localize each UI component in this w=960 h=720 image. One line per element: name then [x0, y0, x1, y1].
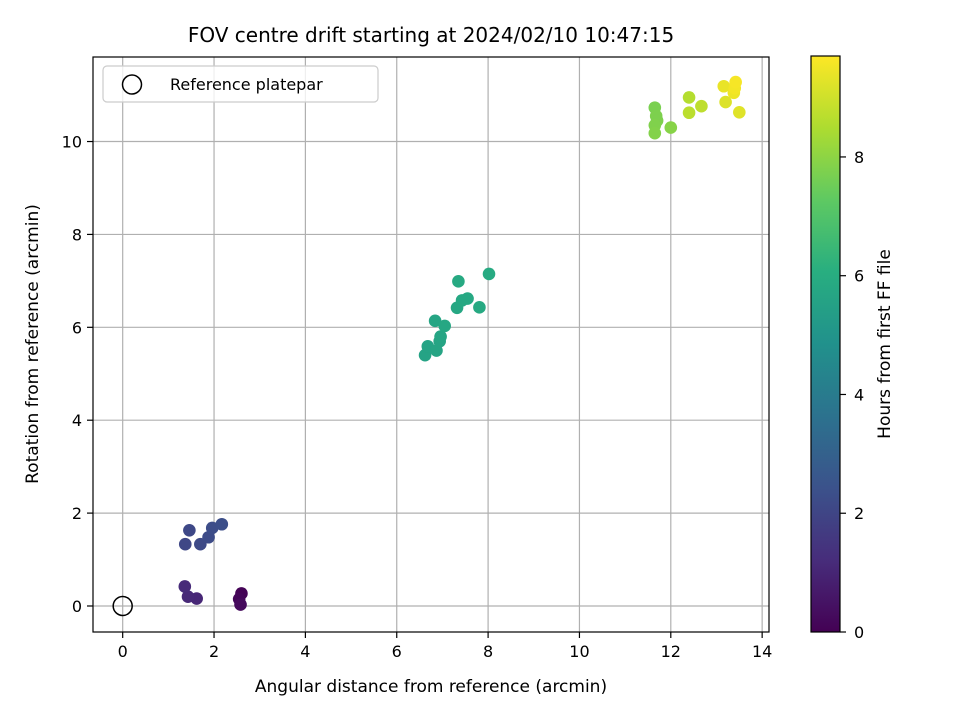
data-point	[215, 517, 229, 531]
data-point	[434, 330, 447, 343]
data-point	[178, 580, 192, 593]
chart-title: FOV centre drift starting at 2024/02/10 …	[188, 23, 674, 47]
colorbar-tick-label: 4	[854, 385, 864, 404]
x-tick-label: 14	[752, 642, 772, 661]
data-point	[178, 537, 192, 551]
data-point	[452, 275, 465, 288]
x-tick-label: 12	[661, 642, 681, 661]
data-point	[473, 301, 486, 314]
colorbar-ticks: 0 2 4 6 8	[840, 148, 864, 642]
x-tick-label: 6	[392, 642, 402, 661]
colorbar-gradient	[811, 56, 840, 632]
colorbar-label: Hours from first FF file	[875, 249, 895, 439]
y-tick-label: 2	[72, 504, 82, 523]
data-point	[183, 523, 196, 537]
data-point	[682, 106, 696, 120]
data-point	[194, 537, 207, 551]
colorbar-tick-label: 8	[854, 148, 864, 167]
data-point	[695, 99, 708, 113]
y-tick-label: 4	[72, 411, 82, 430]
y-axis-label: Rotation from reference (arcmin)	[23, 204, 43, 484]
data-point	[733, 105, 746, 119]
legend-box	[102, 65, 379, 103]
x-tick-label: 4	[300, 642, 310, 661]
legend-marker-icon	[121, 74, 143, 95]
data-point	[438, 319, 452, 333]
colorbar-tick-label: 6	[854, 267, 864, 286]
data-point	[682, 91, 696, 104]
data-point	[719, 95, 732, 109]
data-point	[428, 314, 442, 328]
legend-entry-reference: Reference platepar	[170, 75, 323, 94]
colorbar-tick-label: 2	[854, 504, 864, 523]
colorbar-tick-label: 0	[854, 623, 864, 642]
y-tick-label: 8	[72, 225, 82, 244]
data-points	[178, 75, 746, 611]
colorbar: 0 2 4 6 8 Hours from first FF file	[810, 55, 895, 642]
colorbar-frame	[810, 55, 841, 633]
x-axis-ticks: 0 2 4 6 8 10 12 14	[118, 632, 772, 661]
data-point	[205, 521, 219, 535]
x-tick-label: 2	[209, 642, 219, 661]
data-point	[482, 267, 496, 281]
data-point	[664, 121, 678, 134]
y-tick-label: 6	[72, 318, 82, 337]
x-tick-label: 0	[118, 642, 128, 661]
legend: Reference platepar	[102, 65, 379, 103]
y-axis-ticks: 0 2 4 6 8 10	[62, 133, 93, 616]
y-tick-label: 10	[62, 133, 82, 152]
x-tick-label: 8	[483, 642, 493, 661]
data-point	[234, 598, 247, 611]
plot-frame	[92, 56, 770, 633]
x-tick-label: 10	[569, 642, 589, 661]
y-tick-label: 0	[72, 597, 82, 616]
data-point	[461, 292, 474, 305]
x-axis-label: Angular distance from reference (arcmin)	[255, 677, 607, 697]
data-point	[729, 75, 742, 89]
reference-platepar-marker	[112, 595, 133, 617]
data-point	[648, 126, 662, 140]
data-point	[181, 590, 195, 604]
data-point	[717, 79, 731, 93]
grid-lines	[93, 57, 769, 632]
